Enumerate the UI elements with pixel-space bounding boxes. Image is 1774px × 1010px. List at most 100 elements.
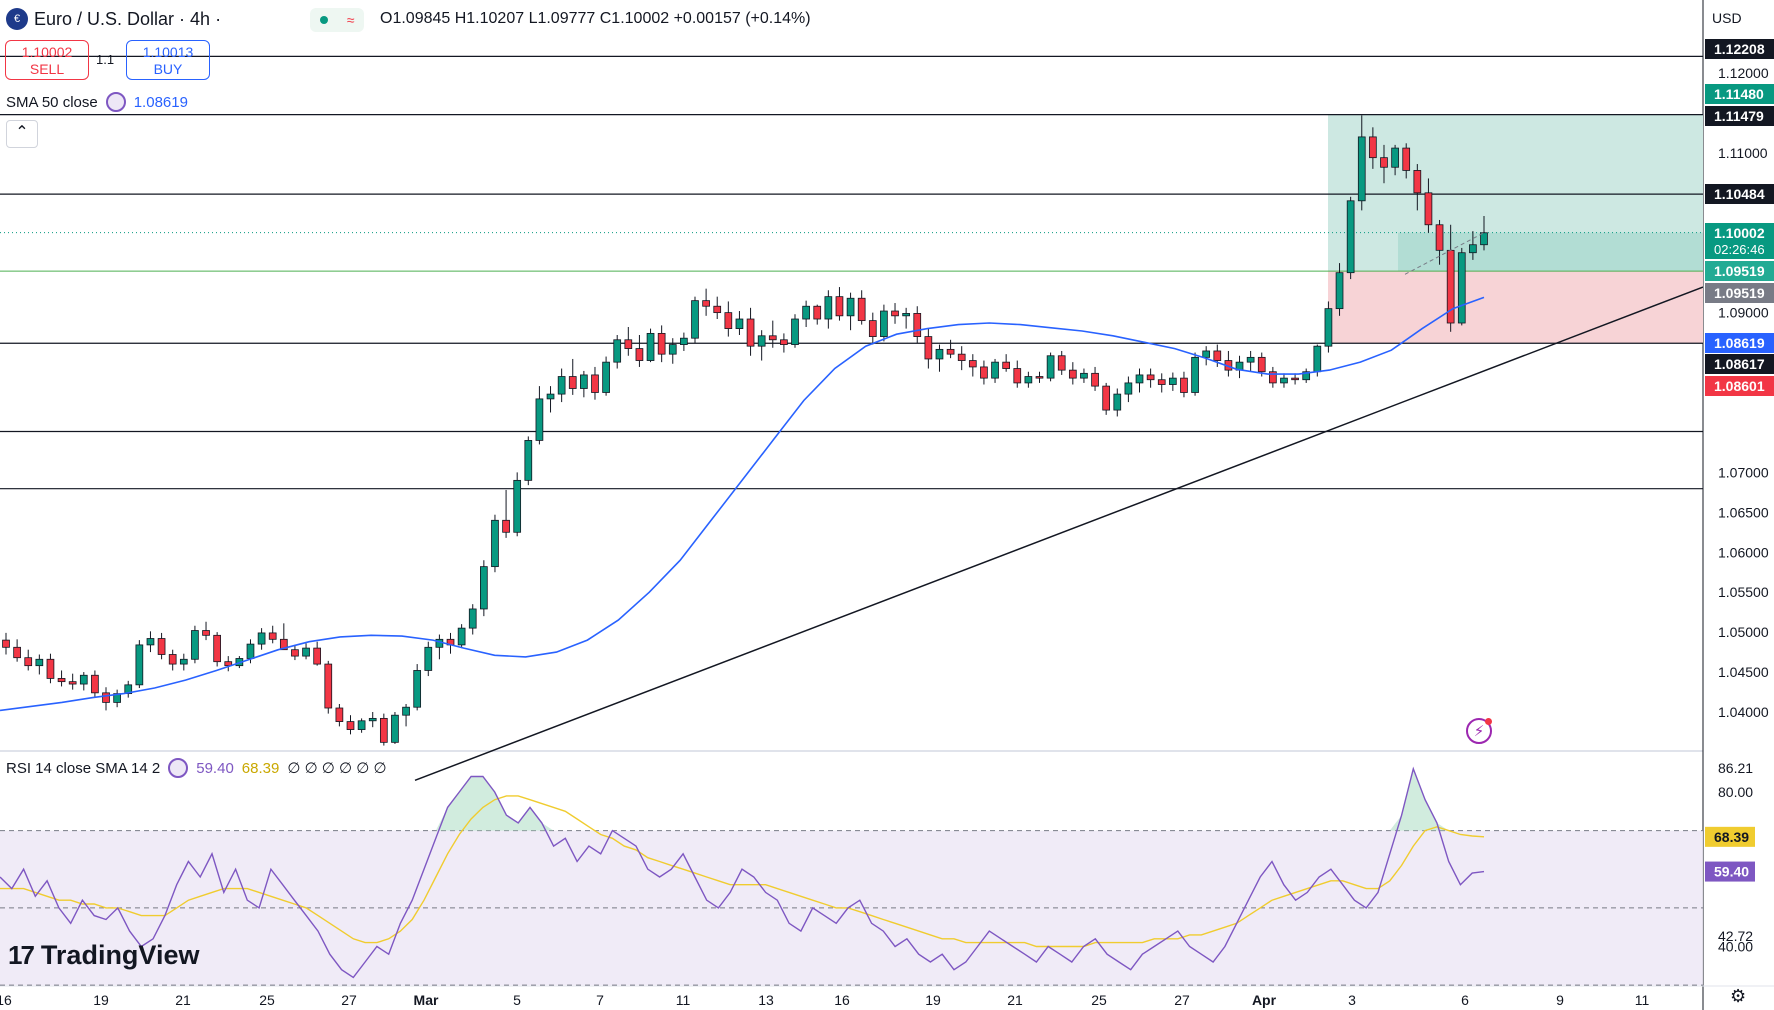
candle-body: [602, 361, 610, 393]
candle-body: [1313, 345, 1322, 373]
price-tag-label-2: 1.11479: [1714, 108, 1764, 124]
candle-91: [1013, 360, 1022, 388]
candle-body: [502, 519, 510, 533]
candle-body: [1068, 369, 1077, 379]
symbol-title[interactable]: Euro / U.S. Dollar · 4h ·: [34, 8, 222, 29]
candle-body: [357, 720, 366, 730]
market-status-pill[interactable]: ≈: [310, 8, 364, 32]
candle-body: [524, 440, 533, 481]
candle-body: [591, 374, 599, 393]
sell-label: SELL: [29, 61, 65, 77]
candle-body: [946, 348, 955, 355]
symbol-header[interactable]: € Euro / U.S. Dollar · 4h ·: [6, 8, 221, 30]
price-tag-5: [1705, 261, 1774, 281]
candle-65: [724, 301, 733, 337]
currency-selector[interactable]: USD: [1712, 10, 1742, 26]
candle-107: [1191, 352, 1199, 396]
candle-body: [1424, 192, 1433, 226]
candle-body: [279, 638, 288, 651]
price-tick-label-7: 1.05500: [1718, 584, 1769, 600]
candle-body: [802, 305, 810, 320]
candle-body: [1124, 382, 1133, 395]
candle-123: [1369, 127, 1377, 169]
rsi-legend[interactable]: RSI 14 close SMA 14 2 59.40 68.39 ∅ ∅ ∅ …: [6, 758, 387, 778]
candle-body: [924, 336, 933, 360]
candle-body: [1135, 374, 1144, 384]
candle-66: [735, 311, 744, 335]
price-tick-label-4: 1.07000: [1718, 464, 1769, 480]
candle-body: [168, 654, 177, 665]
candle-body: [1202, 350, 1211, 358]
candle-124: [1380, 144, 1388, 184]
buy-button[interactable]: 1.10013 BUY: [126, 40, 210, 80]
refresh-icon[interactable]: [168, 758, 189, 778]
candle-129: [1435, 219, 1444, 265]
candle-45: [502, 489, 510, 538]
lightning-icon[interactable]: ⚡: [1466, 718, 1492, 744]
candle-2: [24, 649, 33, 671]
sell-button[interactable]: 1.10002 SELL: [5, 40, 89, 80]
candle-body: [1246, 356, 1255, 363]
candle-87: [968, 354, 977, 377]
candle-19: [213, 632, 221, 667]
candle-42: [468, 604, 477, 635]
price-tag-label-7: 1.08619: [1714, 335, 1765, 351]
candle-body: [24, 657, 33, 667]
candle-body: [680, 337, 688, 345]
candle-4: [46, 653, 55, 684]
sma-legend[interactable]: SMA 50 close 1.08619: [6, 92, 188, 112]
rsi-sma-value: 68.39: [241, 759, 280, 777]
time-label-7: 7: [596, 992, 604, 1008]
candle-body: [757, 335, 766, 347]
candle-48: [535, 386, 544, 445]
candle-33: [368, 712, 377, 728]
price-tag-label-9: 1.08601: [1714, 378, 1765, 394]
rsi-value: 59.40: [196, 759, 234, 777]
candle-body: [813, 305, 822, 320]
candle-17: [191, 625, 199, 664]
candle-body: [1413, 170, 1422, 194]
candle-body: [135, 644, 144, 686]
price-tick-label-0: 1.12000: [1718, 65, 1769, 81]
candle-body: [1291, 377, 1299, 381]
refresh-icon[interactable]: [105, 92, 126, 112]
candle-24: [268, 625, 277, 644]
candle-body: [957, 353, 966, 361]
rsi-tick-label-3: 40.00: [1718, 939, 1753, 955]
candle-body: [1046, 355, 1055, 379]
collapse-legend-button[interactable]: ⌃: [6, 120, 38, 148]
candle-89: [991, 358, 999, 383]
candle-30: [335, 704, 344, 727]
candle-body: [868, 320, 877, 337]
price-tag-label-1: 1.11480: [1714, 86, 1764, 102]
candle-body: [902, 313, 910, 317]
candle-108: [1202, 346, 1211, 366]
candle-body: [391, 714, 399, 743]
candle-body: [468, 608, 477, 629]
candle-body: [880, 310, 888, 337]
candle-body: [913, 313, 922, 337]
sma-label: SMA 50 close: [6, 93, 98, 111]
candle-9: [102, 687, 110, 711]
price-tick-label-5: 1.06500: [1718, 504, 1769, 520]
gear-icon[interactable]: ⚙: [1730, 986, 1747, 1006]
candle-36: [402, 704, 410, 727]
candle-body: [1146, 374, 1155, 381]
candle-59: [657, 325, 666, 363]
candle-88: [980, 360, 988, 385]
candle-101: [1124, 376, 1133, 403]
candle-121: [1346, 196, 1355, 280]
tradingview-logo[interactable]: 17 TradingView: [8, 940, 199, 971]
price-tag-0: [1705, 39, 1774, 59]
candle-body: [713, 305, 722, 314]
rsi-tag-0: [1705, 826, 1755, 847]
candle-3: [35, 654, 44, 675]
candle-body: [2, 639, 10, 648]
open-pnl-zone: [1398, 232, 1703, 272]
candle-54: [602, 356, 610, 396]
candle-127: [1413, 164, 1422, 211]
time-label-3: 25: [259, 992, 275, 1008]
candle-body: [1102, 385, 1111, 411]
candle-body: [79, 674, 88, 685]
